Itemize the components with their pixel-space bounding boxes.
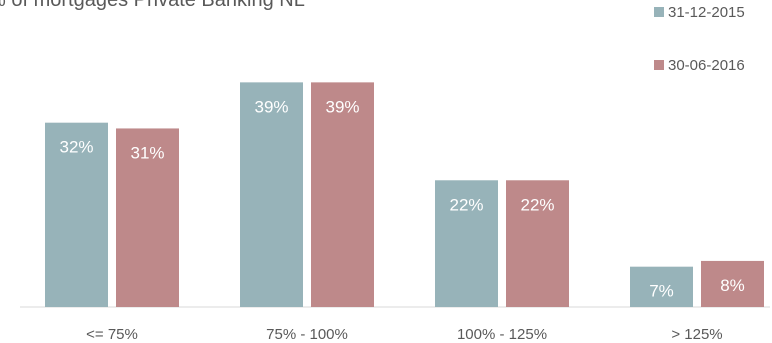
bar-31-12-2015-0 (45, 122, 108, 308)
data-label-30-06-2016-0: 31% (130, 143, 164, 162)
chart-title: % of mortgages Private Banking NL (0, 0, 305, 11)
bar-31-12-2015-1 (240, 82, 303, 307)
data-label-31-12-2015-3: 7% (649, 282, 674, 301)
legend-label-1: 30-06-2016 (668, 57, 745, 74)
data-label-group: 32% 31% 39% 39% 22% 22% 7% 8% (59, 97, 744, 300)
bar-group (45, 82, 764, 308)
legend-swatch-0 (654, 7, 664, 17)
legend-label-0: 31-12-2015 (668, 4, 745, 21)
bar-30-06-2016-2 (506, 180, 569, 307)
x-tick-label: 75% - 100% (266, 326, 348, 343)
bar-30-06-2016-3 (701, 260, 764, 307)
legend-swatch-1 (654, 60, 664, 70)
data-label-31-12-2015-1: 39% (254, 97, 288, 116)
bar-30-06-2016-1 (311, 82, 374, 307)
data-label-30-06-2016-2: 22% (520, 195, 554, 214)
x-tick-label: > 125% (671, 326, 722, 343)
x-tick-group: <= 75% 75% - 100% 100% - 125% > 125% (86, 326, 723, 343)
bar-30-06-2016-0 (116, 128, 179, 307)
bar-31-12-2015-3 (630, 266, 693, 307)
data-label-30-06-2016-1: 39% (325, 97, 359, 116)
data-label-31-12-2015-0: 32% (59, 138, 93, 157)
data-label-31-12-2015-2: 22% (449, 195, 483, 214)
x-tick-label: <= 75% (86, 326, 138, 343)
legend: 31-12-2015 30-06-2016 (654, 4, 745, 74)
x-tick-label: 100% - 125% (457, 326, 547, 343)
data-label-30-06-2016-3: 8% (720, 276, 745, 295)
bar-31-12-2015-2 (435, 180, 498, 307)
